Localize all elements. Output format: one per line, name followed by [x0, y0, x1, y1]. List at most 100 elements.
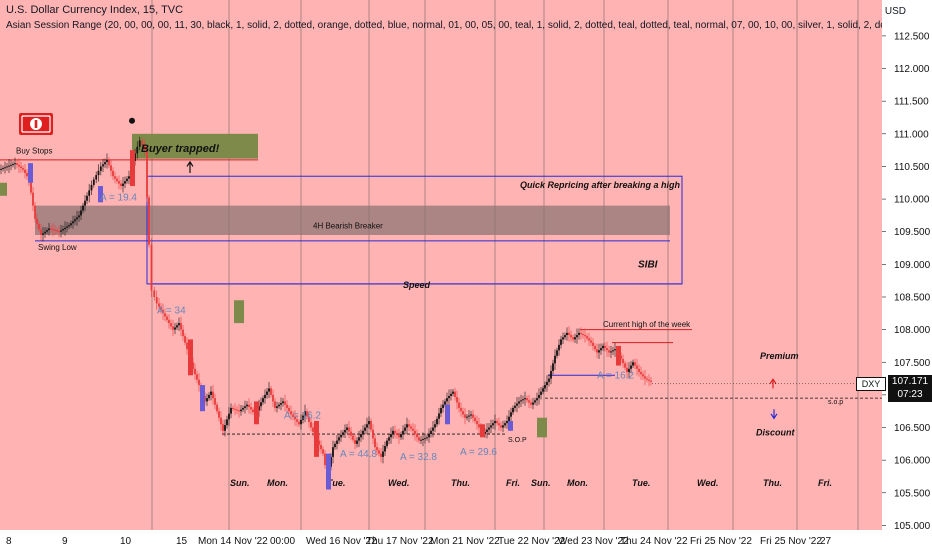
- candle-body: [344, 429, 346, 433]
- red-banknote-alert-icon[interactable]: [18, 112, 54, 136]
- candle-body: [232, 407, 234, 409]
- candle-body: [446, 398, 448, 402]
- candle-body: [97, 170, 100, 176]
- candle-body: [212, 391, 214, 399]
- candle-body: [630, 365, 632, 369]
- candle-body: [508, 416, 510, 421]
- candle-body: [114, 176, 116, 179]
- candle-body: [196, 374, 198, 380]
- candle-body: [518, 401, 520, 404]
- day-label: Tue.: [327, 478, 345, 488]
- candle-body: [104, 162, 106, 165]
- candle-body: [436, 418, 438, 425]
- candle-body: [12, 163, 14, 165]
- candle-body: [208, 394, 210, 399]
- candle-body: [276, 406, 278, 408]
- candle-body: [302, 415, 304, 420]
- candle-body: [120, 183, 122, 187]
- candle-body: [472, 414, 474, 418]
- candle-body: [4, 167, 6, 169]
- candle-body: [590, 340, 592, 343]
- y-axis-tick-label: 108.000: [894, 325, 931, 336]
- candle-body: [452, 391, 454, 394]
- indicator-legend[interactable]: Asian Session Range (20, 00, 00, 00, 11,…: [6, 20, 882, 31]
- candle-body: [368, 420, 370, 425]
- bearish-breaker-zone: [35, 205, 670, 235]
- candle-body: [608, 350, 610, 353]
- candle-body: [168, 319, 170, 324]
- candle-body: [422, 438, 424, 440]
- candle-body: [10, 164, 12, 166]
- x-axis-tick-label: Wed 16 Nov '22: [306, 536, 377, 547]
- candle-body: [594, 345, 596, 350]
- y-axis-tick-label: 105.000: [894, 521, 931, 532]
- current-high-label: Current high of the week: [603, 320, 691, 329]
- y-axis-tick-label: 105.500: [894, 488, 931, 499]
- candle-body: [248, 404, 250, 408]
- candle-body: [460, 407, 462, 412]
- candle-body: [588, 338, 590, 341]
- sop-small-label: S.O.P: [508, 437, 527, 444]
- candle-body: [528, 400, 530, 403]
- candle-body: [296, 419, 298, 422]
- x-axis-tick-label: Mon 21 Nov '22: [430, 536, 500, 547]
- candle-body: [274, 401, 276, 408]
- y-axis-tick-label: 111.000: [894, 129, 929, 140]
- candle-body: [92, 179, 95, 185]
- candle-body: [434, 424, 436, 428]
- last-price-value: 107.171: [891, 376, 929, 387]
- candle-body: [352, 435, 354, 440]
- y-axis-tick-label: 109.000: [894, 260, 931, 271]
- candle-body: [412, 428, 414, 431]
- plot-background: [0, 0, 882, 530]
- candle-body: [62, 229, 64, 231]
- candle-body: [556, 350, 558, 356]
- candle-body: [450, 393, 452, 396]
- x-axis-tick-label: 10: [120, 536, 132, 547]
- sibi-label: SIBI: [638, 260, 658, 271]
- candle-body: [306, 411, 308, 417]
- x-axis-tick-label: 9: [62, 536, 68, 547]
- x-axis-tick-label: 15: [176, 536, 188, 547]
- currency-label: USD: [884, 6, 906, 17]
- candle-body: [580, 332, 582, 334]
- candle-body: [582, 333, 584, 336]
- candle-body: [240, 409, 242, 412]
- day-label: Wed.: [697, 478, 718, 488]
- candle-body: [500, 425, 502, 428]
- candle-body: [78, 215, 80, 218]
- candle-body: [66, 226, 68, 228]
- highlight-candle: [254, 401, 259, 425]
- y-axis-tick-label: 107.500: [894, 358, 931, 369]
- candle-body: [488, 427, 490, 430]
- candle-body: [386, 440, 388, 447]
- candle-body: [622, 358, 624, 364]
- speed-label: Speed: [403, 280, 431, 290]
- candle-body: [400, 434, 402, 438]
- candle-body: [340, 434, 342, 438]
- candle-body: [628, 368, 630, 373]
- highlight-candle: [616, 345, 621, 366]
- candle-body: [292, 414, 294, 417]
- candle-body: [354, 439, 356, 444]
- candle-body: [324, 453, 326, 466]
- candle-body: [540, 391, 542, 395]
- x-axis-tick-label: Mon 14 Nov '22: [198, 536, 268, 547]
- candle-body: [214, 398, 216, 405]
- candle-body: [46, 230, 48, 232]
- candle-body: [68, 225, 70, 227]
- premium-arrow-icon: [769, 378, 777, 389]
- candle-body: [182, 329, 184, 337]
- day-label: Sun.: [531, 478, 551, 488]
- candle-body: [40, 229, 42, 235]
- candle-body: [606, 348, 608, 351]
- discount-label: Discount: [756, 427, 796, 437]
- x-axis-tick-label: Thu 17 Nov '22: [366, 536, 434, 547]
- candle-body: [50, 228, 52, 230]
- candle-body: [440, 407, 442, 414]
- candle-body: [406, 424, 408, 428]
- candle-body: [370, 420, 372, 430]
- candle-body: [646, 378, 648, 380]
